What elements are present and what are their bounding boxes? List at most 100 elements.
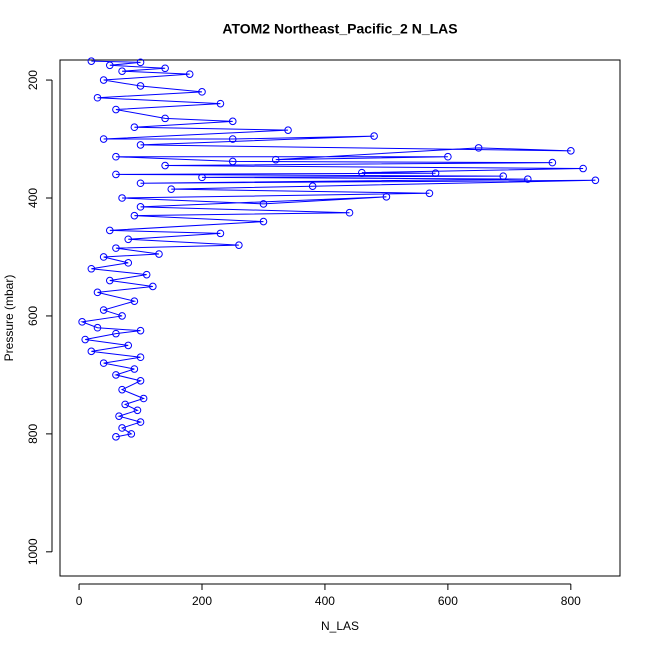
point (121, 400, 129, 409)
point (87, 264, 96, 273)
chart-title: ATOM2 Northeast_Pacific_2 N_LAS (222, 21, 457, 37)
point (105, 61, 114, 70)
point (93, 323, 102, 332)
plot-box (59, 59, 621, 577)
point (118, 424, 126, 432)
point (112, 371, 120, 379)
point (284, 126, 292, 134)
point (99, 253, 108, 261)
point (124, 259, 133, 267)
point (149, 282, 157, 291)
point (139, 394, 148, 403)
point (87, 347, 96, 356)
point (136, 353, 145, 362)
point (130, 365, 139, 373)
point (136, 58, 145, 67)
x-tick-label: 600 (438, 594, 458, 608)
point (161, 161, 169, 170)
point (228, 157, 237, 166)
point (136, 418, 145, 426)
point (198, 173, 206, 182)
point (118, 385, 126, 394)
point (133, 406, 142, 415)
point (112, 170, 120, 179)
point (93, 288, 102, 297)
point (112, 329, 120, 338)
y-axis-label: Pressure (mbar) (2, 275, 16, 362)
point (548, 158, 557, 167)
point (382, 193, 391, 201)
y-tick-label: 1000 (26, 538, 40, 565)
point (124, 235, 133, 244)
point (130, 211, 139, 220)
y-tick-label: 400 (26, 188, 40, 208)
point (93, 93, 102, 102)
x-tick-label: 400 (315, 594, 335, 608)
x-tick-label: 200 (192, 594, 212, 608)
y-tick-label: 800 (26, 424, 40, 444)
point (431, 169, 440, 178)
point (216, 99, 225, 108)
point (136, 326, 145, 335)
point (567, 147, 575, 155)
point (136, 377, 145, 385)
point (259, 200, 268, 208)
point (308, 182, 317, 190)
y-tick-label: 200 (26, 70, 40, 90)
point (161, 64, 169, 73)
x-tick-label: 0 (76, 594, 83, 608)
point (425, 189, 434, 198)
point (130, 123, 139, 132)
point (87, 57, 96, 65)
point (235, 241, 243, 249)
point (118, 194, 126, 202)
point (112, 152, 120, 161)
point (112, 105, 120, 114)
point (579, 164, 587, 173)
point (136, 203, 145, 211)
point (474, 144, 483, 152)
point (136, 179, 145, 188)
point (118, 67, 126, 76)
point (78, 318, 86, 326)
point (127, 430, 136, 438)
point (198, 88, 206, 96)
point (115, 412, 123, 420)
point (358, 168, 366, 177)
x-axis-label: N_LAS (321, 619, 359, 633)
x-tick-label: 800 (561, 594, 581, 608)
point (112, 244, 120, 252)
point (216, 229, 225, 238)
point (99, 76, 108, 84)
point (167, 185, 176, 193)
point (105, 276, 114, 285)
point (136, 82, 145, 90)
point (345, 208, 354, 217)
point (99, 135, 108, 143)
point (370, 132, 378, 140)
point (136, 141, 145, 149)
point (142, 270, 151, 279)
point (99, 359, 108, 367)
point (228, 135, 237, 143)
point (99, 306, 108, 314)
point (444, 152, 452, 161)
point (124, 341, 133, 350)
point (591, 176, 600, 185)
point (81, 335, 90, 344)
point (228, 117, 237, 126)
series-line (80, 60, 596, 438)
point (271, 155, 280, 164)
point (130, 297, 139, 305)
point (105, 226, 114, 235)
point (523, 175, 532, 183)
point (185, 70, 194, 78)
point (118, 312, 126, 320)
point (112, 433, 120, 441)
point (259, 217, 268, 226)
point (155, 250, 163, 258)
point (161, 114, 169, 123)
y-tick-label: 600 (26, 306, 40, 326)
